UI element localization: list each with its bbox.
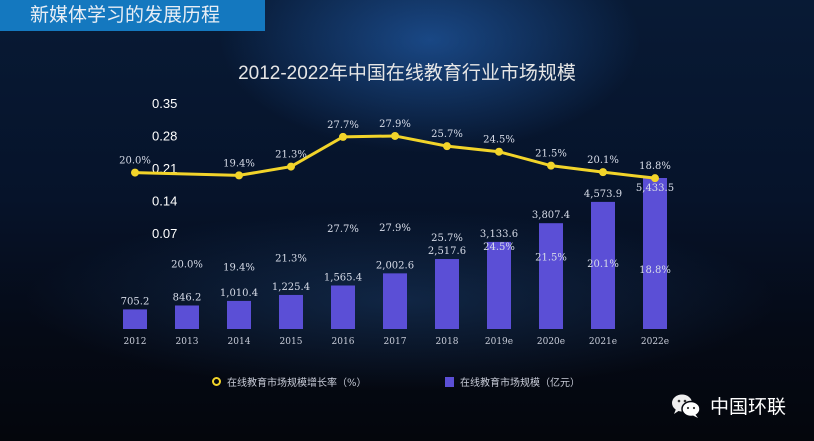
growth-data-label: 25.7% bbox=[431, 129, 463, 140]
bar-data-label: 705.2 bbox=[121, 296, 150, 307]
bar bbox=[123, 309, 147, 329]
bar bbox=[435, 259, 459, 329]
growth-point bbox=[547, 161, 555, 170]
bar bbox=[539, 223, 563, 329]
growth-point bbox=[131, 168, 139, 177]
growth-point bbox=[599, 168, 607, 177]
growth-data-label: 21.3% bbox=[275, 150, 307, 161]
ghost-data-label: 19.4% bbox=[223, 262, 255, 273]
ghost-data-label: 21.3% bbox=[275, 254, 307, 265]
ghost-data-label: 24.5% bbox=[483, 242, 515, 253]
bar-data-label: 846.2 bbox=[173, 292, 202, 303]
bar-data-label: 2,002.6 bbox=[376, 260, 414, 271]
watermark: 中国环联 bbox=[670, 392, 786, 419]
y-tick-label: 0.28 bbox=[152, 129, 177, 144]
y-tick-label: 0.07 bbox=[152, 226, 177, 241]
wechat-icon bbox=[672, 394, 701, 418]
ghost-data-label: 21.5% bbox=[535, 253, 567, 264]
bar bbox=[487, 241, 511, 329]
bar-data-label: 1,565.4 bbox=[324, 272, 362, 283]
growth-data-label: 18.8% bbox=[639, 161, 671, 172]
bar-data-label: 3,133.6 bbox=[480, 229, 518, 240]
y-tick-label: 0.14 bbox=[152, 194, 177, 209]
legend-line: 在线教育市场规模增长率（%） bbox=[212, 374, 367, 389]
growth-point bbox=[651, 174, 659, 183]
x-tick-label: 2017 bbox=[384, 337, 407, 347]
bar-data-label: 1,010.4 bbox=[220, 288, 258, 299]
bar-data-label: 1,225.4 bbox=[272, 282, 310, 293]
growth-point bbox=[287, 162, 295, 171]
chart-title: 2012-2022年中国在线教育行业市场规模 bbox=[238, 63, 576, 84]
x-tick-label: 2012 bbox=[124, 337, 147, 347]
growth-data-label: 20.1% bbox=[587, 155, 619, 166]
ghost-data-label: 20.0% bbox=[171, 260, 203, 271]
bar bbox=[227, 300, 251, 329]
x-tick-label: 2015 bbox=[280, 337, 303, 347]
bar bbox=[383, 273, 407, 329]
growth-point bbox=[443, 142, 451, 151]
x-tick-label: 2020e bbox=[537, 337, 565, 347]
bar bbox=[591, 201, 615, 329]
legend-bar: 在线教育市场规模（亿元） bbox=[445, 374, 580, 389]
ghost-data-label: 25.7% bbox=[431, 233, 463, 244]
ghost-data-label: 20.1% bbox=[587, 259, 619, 270]
legend-line-label: 在线教育市场规模增长率（%） bbox=[227, 378, 367, 389]
growth-point bbox=[235, 171, 243, 180]
legend-bar-label: 在线教育市场规模（亿元） bbox=[460, 378, 580, 389]
x-tick-label: 2014 bbox=[228, 337, 251, 347]
growth-point bbox=[495, 147, 503, 156]
bar bbox=[643, 178, 667, 329]
y-tick-label: 0.35 bbox=[152, 96, 177, 111]
x-tick-label: 2016 bbox=[332, 337, 355, 347]
x-tick-label: 2022e bbox=[641, 337, 669, 347]
bar-data-label: 2,517.6 bbox=[428, 246, 466, 257]
ghost-data-label: 27.7% bbox=[327, 224, 359, 235]
growth-line bbox=[134, 134, 656, 180]
bar bbox=[331, 285, 355, 329]
ghost-data-label: 18.8% bbox=[639, 265, 671, 276]
legend-bar-swatch-icon bbox=[445, 376, 454, 387]
x-tick-label: 2021e bbox=[589, 337, 617, 347]
ghost-data-label: 27.9% bbox=[379, 223, 411, 234]
watermark-text: 中国环联 bbox=[710, 396, 787, 418]
growth-point bbox=[339, 132, 347, 141]
section-banner: 新媒体学习的发展历程 bbox=[0, 0, 265, 31]
x-tick-label: 2019e bbox=[485, 337, 513, 347]
bar-data-label: 5,433.5 bbox=[636, 183, 674, 194]
bar-data-label: 3,807.4 bbox=[532, 210, 570, 221]
growth-data-label: 20.0% bbox=[119, 156, 151, 167]
bar bbox=[175, 305, 199, 329]
growth-data-label: 19.4% bbox=[223, 158, 255, 169]
growth-point bbox=[391, 131, 399, 140]
x-tick-label: 2018 bbox=[436, 337, 459, 347]
growth-data-label: 24.5% bbox=[483, 135, 515, 146]
growth-data-label: 27.7% bbox=[327, 120, 359, 131]
bar bbox=[279, 294, 303, 329]
growth-data-label: 21.5% bbox=[535, 149, 567, 160]
growth-data-label: 27.9% bbox=[379, 119, 411, 130]
legend-line-marker-icon bbox=[212, 377, 221, 386]
x-tick-label: 2013 bbox=[176, 337, 199, 347]
bar-data-label: 4,573.9 bbox=[584, 189, 622, 200]
